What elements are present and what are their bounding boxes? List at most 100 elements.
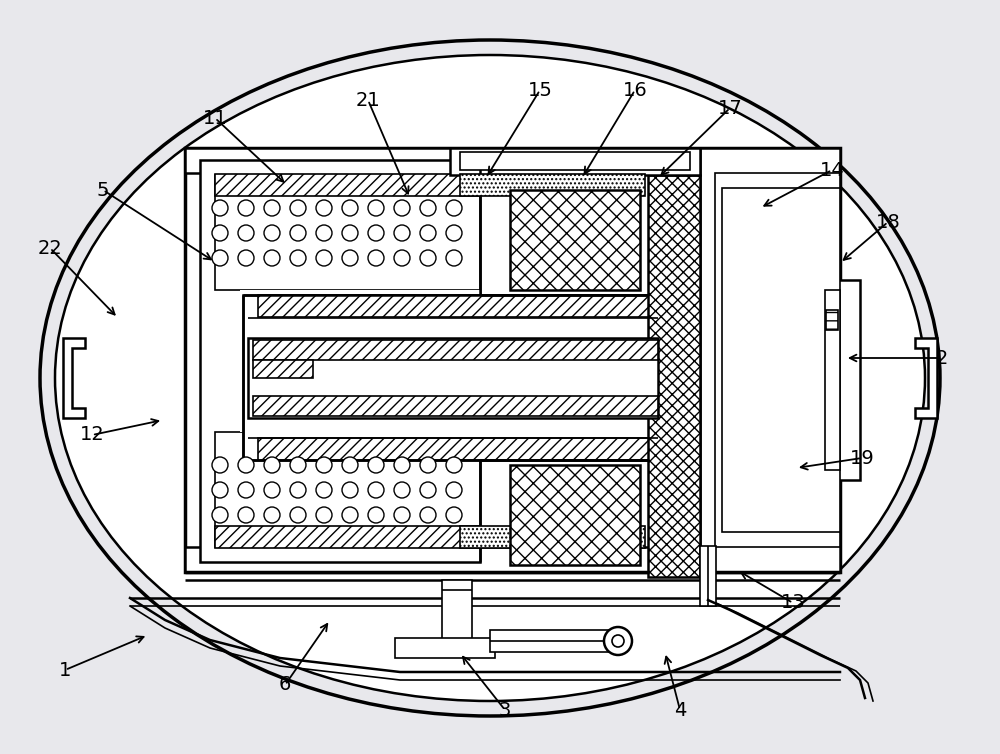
Text: 4: 4 xyxy=(674,700,686,719)
Bar xyxy=(700,546,716,606)
Circle shape xyxy=(394,482,410,498)
Bar xyxy=(648,175,700,577)
Circle shape xyxy=(290,250,306,266)
Bar xyxy=(185,148,840,572)
Circle shape xyxy=(212,250,228,266)
Bar xyxy=(215,175,480,290)
Bar xyxy=(700,148,840,572)
Circle shape xyxy=(342,482,358,498)
Circle shape xyxy=(212,507,228,523)
Circle shape xyxy=(264,507,280,523)
Circle shape xyxy=(368,250,384,266)
Circle shape xyxy=(290,457,306,473)
Circle shape xyxy=(394,457,410,473)
Bar xyxy=(243,295,660,460)
Text: 2: 2 xyxy=(936,348,948,367)
Bar xyxy=(248,338,658,418)
Bar xyxy=(200,160,480,562)
Circle shape xyxy=(446,225,462,241)
Text: 16: 16 xyxy=(623,81,647,100)
Circle shape xyxy=(316,457,332,473)
Circle shape xyxy=(368,225,384,241)
Circle shape xyxy=(446,482,462,498)
Circle shape xyxy=(264,200,280,216)
Circle shape xyxy=(316,507,332,523)
Text: 15: 15 xyxy=(528,81,552,100)
Circle shape xyxy=(290,507,306,523)
Text: 3: 3 xyxy=(499,700,511,719)
Bar xyxy=(442,580,472,640)
Circle shape xyxy=(394,200,410,216)
Bar xyxy=(215,526,480,548)
Bar xyxy=(510,190,640,290)
Circle shape xyxy=(446,457,462,473)
Circle shape xyxy=(238,482,254,498)
Text: 5: 5 xyxy=(97,180,109,200)
Circle shape xyxy=(612,635,624,647)
Bar xyxy=(460,526,645,548)
Circle shape xyxy=(264,457,280,473)
Bar xyxy=(253,360,313,378)
Bar xyxy=(510,465,640,565)
Circle shape xyxy=(394,225,410,241)
Circle shape xyxy=(394,507,410,523)
Circle shape xyxy=(238,225,254,241)
Text: 22: 22 xyxy=(38,238,62,258)
Circle shape xyxy=(420,250,436,266)
Circle shape xyxy=(264,250,280,266)
Circle shape xyxy=(420,200,436,216)
Bar xyxy=(185,547,840,572)
Bar xyxy=(215,174,480,196)
Circle shape xyxy=(316,225,332,241)
Circle shape xyxy=(420,225,436,241)
Circle shape xyxy=(420,482,436,498)
Bar xyxy=(826,310,838,330)
Circle shape xyxy=(212,225,228,241)
Text: 1: 1 xyxy=(59,661,71,679)
Circle shape xyxy=(238,250,254,266)
Circle shape xyxy=(604,627,632,655)
Text: 11: 11 xyxy=(203,109,227,127)
Circle shape xyxy=(342,200,358,216)
Circle shape xyxy=(420,457,436,473)
Bar xyxy=(258,295,660,317)
Circle shape xyxy=(342,457,358,473)
Text: 6: 6 xyxy=(279,676,291,694)
Circle shape xyxy=(394,250,410,266)
Circle shape xyxy=(290,225,306,241)
Bar xyxy=(215,432,480,547)
Text: 19: 19 xyxy=(850,449,874,467)
Circle shape xyxy=(342,250,358,266)
Bar xyxy=(460,174,645,196)
Ellipse shape xyxy=(55,55,925,701)
Circle shape xyxy=(342,507,358,523)
Bar xyxy=(253,340,658,360)
Circle shape xyxy=(446,507,462,523)
Bar xyxy=(185,148,840,173)
Text: 13: 13 xyxy=(781,593,805,612)
Circle shape xyxy=(264,482,280,498)
Bar xyxy=(395,638,495,658)
Bar xyxy=(253,396,658,416)
Bar xyxy=(490,630,610,652)
Circle shape xyxy=(368,457,384,473)
Text: 18: 18 xyxy=(876,213,900,231)
Circle shape xyxy=(290,200,306,216)
Circle shape xyxy=(212,482,228,498)
Text: 14: 14 xyxy=(820,161,844,179)
Circle shape xyxy=(368,507,384,523)
Circle shape xyxy=(316,200,332,216)
Text: 21: 21 xyxy=(356,90,380,109)
Circle shape xyxy=(446,250,462,266)
Circle shape xyxy=(420,507,436,523)
Bar xyxy=(240,290,480,432)
Circle shape xyxy=(446,200,462,216)
Circle shape xyxy=(264,225,280,241)
Bar xyxy=(825,290,840,470)
Circle shape xyxy=(212,457,228,473)
Circle shape xyxy=(342,225,358,241)
Circle shape xyxy=(238,200,254,216)
Circle shape xyxy=(238,457,254,473)
Circle shape xyxy=(368,482,384,498)
Circle shape xyxy=(238,507,254,523)
